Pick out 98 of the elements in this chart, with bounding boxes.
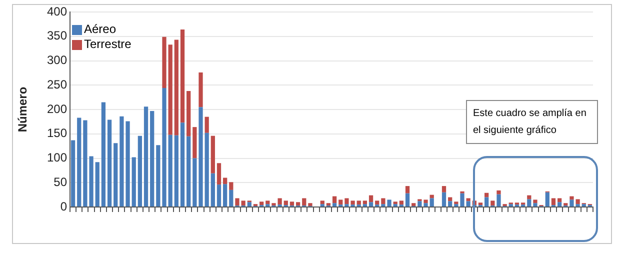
bar	[114, 143, 118, 206]
bar	[296, 202, 300, 206]
bar	[430, 198, 434, 206]
bar	[393, 202, 398, 204]
bar	[235, 198, 240, 206]
bar	[381, 198, 386, 204]
bar	[132, 157, 136, 206]
bar	[192, 127, 197, 158]
bar	[405, 193, 410, 206]
bar	[484, 197, 489, 206]
bar	[107, 120, 112, 206]
bar	[223, 178, 228, 184]
bar	[368, 202, 374, 206]
bar	[405, 186, 410, 194]
bar	[284, 200, 288, 206]
bar	[95, 162, 100, 206]
bar	[442, 186, 446, 192]
y-tick-label: 100	[46, 150, 68, 165]
bar	[174, 135, 178, 206]
bar	[442, 192, 446, 206]
bar	[204, 116, 209, 133]
bar	[412, 203, 416, 206]
bar	[204, 132, 209, 206]
bar	[223, 184, 228, 206]
bar	[424, 200, 428, 204]
bar	[557, 202, 562, 206]
annotation: Este cuadro se amplía en el siguiente gráfico	[466, 100, 598, 144]
y-tick-label: 200	[46, 102, 68, 116]
bar	[320, 200, 324, 204]
y-tick-label: 300	[46, 53, 68, 68]
bar	[192, 158, 197, 206]
bar	[551, 198, 556, 206]
bar	[308, 203, 312, 206]
bar	[162, 88, 166, 206]
bar	[484, 192, 489, 198]
bar	[356, 200, 361, 205]
bar	[180, 30, 185, 123]
bar	[545, 192, 550, 206]
bar	[101, 102, 106, 206]
bar	[362, 200, 368, 204]
bar	[229, 190, 234, 206]
bar	[326, 203, 331, 206]
y-tick-label: 250	[46, 77, 68, 92]
bar	[168, 134, 172, 206]
bar	[162, 36, 166, 88]
bar	[168, 44, 172, 135]
bar	[150, 110, 154, 206]
bar	[259, 202, 264, 206]
bar	[216, 163, 222, 185]
bar	[144, 106, 148, 206]
y-tick-label: 350	[46, 28, 68, 43]
y-tick-label: 50	[54, 174, 68, 189]
bar	[210, 173, 215, 206]
bar	[186, 90, 191, 136]
bar	[478, 202, 483, 206]
bar	[454, 202, 458, 204]
bar	[247, 202, 252, 206]
bar	[198, 72, 203, 108]
bar	[216, 184, 222, 206]
bar	[290, 202, 294, 206]
bar	[229, 182, 234, 190]
bar	[448, 201, 452, 206]
bar	[302, 198, 306, 206]
y-tick-label: 150	[46, 126, 68, 140]
bar	[533, 200, 538, 204]
bar	[564, 203, 568, 206]
bar	[241, 200, 246, 206]
bar	[332, 203, 337, 206]
bar	[399, 200, 404, 205]
bar	[496, 190, 501, 194]
y-tick-label: 400	[46, 4, 68, 18]
bar	[466, 198, 470, 202]
bar	[496, 194, 501, 206]
bar	[198, 107, 203, 206]
bar	[527, 199, 532, 206]
legend-label: Terrestre	[84, 37, 132, 52]
bar	[156, 145, 160, 206]
bar	[338, 200, 343, 205]
bar	[174, 40, 178, 136]
bar	[418, 201, 422, 206]
y-axis-title: Número	[16, 86, 30, 132]
bar	[460, 193, 464, 206]
bar	[424, 203, 428, 206]
bar	[180, 122, 185, 206]
bar	[490, 200, 495, 206]
bar	[138, 136, 142, 206]
bar	[266, 200, 270, 204]
y-tick-label: 0	[60, 199, 68, 214]
bar	[466, 201, 470, 206]
legend-label: Aéreo	[84, 22, 116, 37]
bar	[77, 118, 82, 206]
bar	[368, 195, 374, 202]
bar	[186, 136, 191, 206]
bar	[70, 140, 76, 206]
bar	[375, 200, 380, 205]
bar	[332, 196, 337, 204]
bar	[210, 136, 215, 174]
bar	[557, 198, 562, 202]
